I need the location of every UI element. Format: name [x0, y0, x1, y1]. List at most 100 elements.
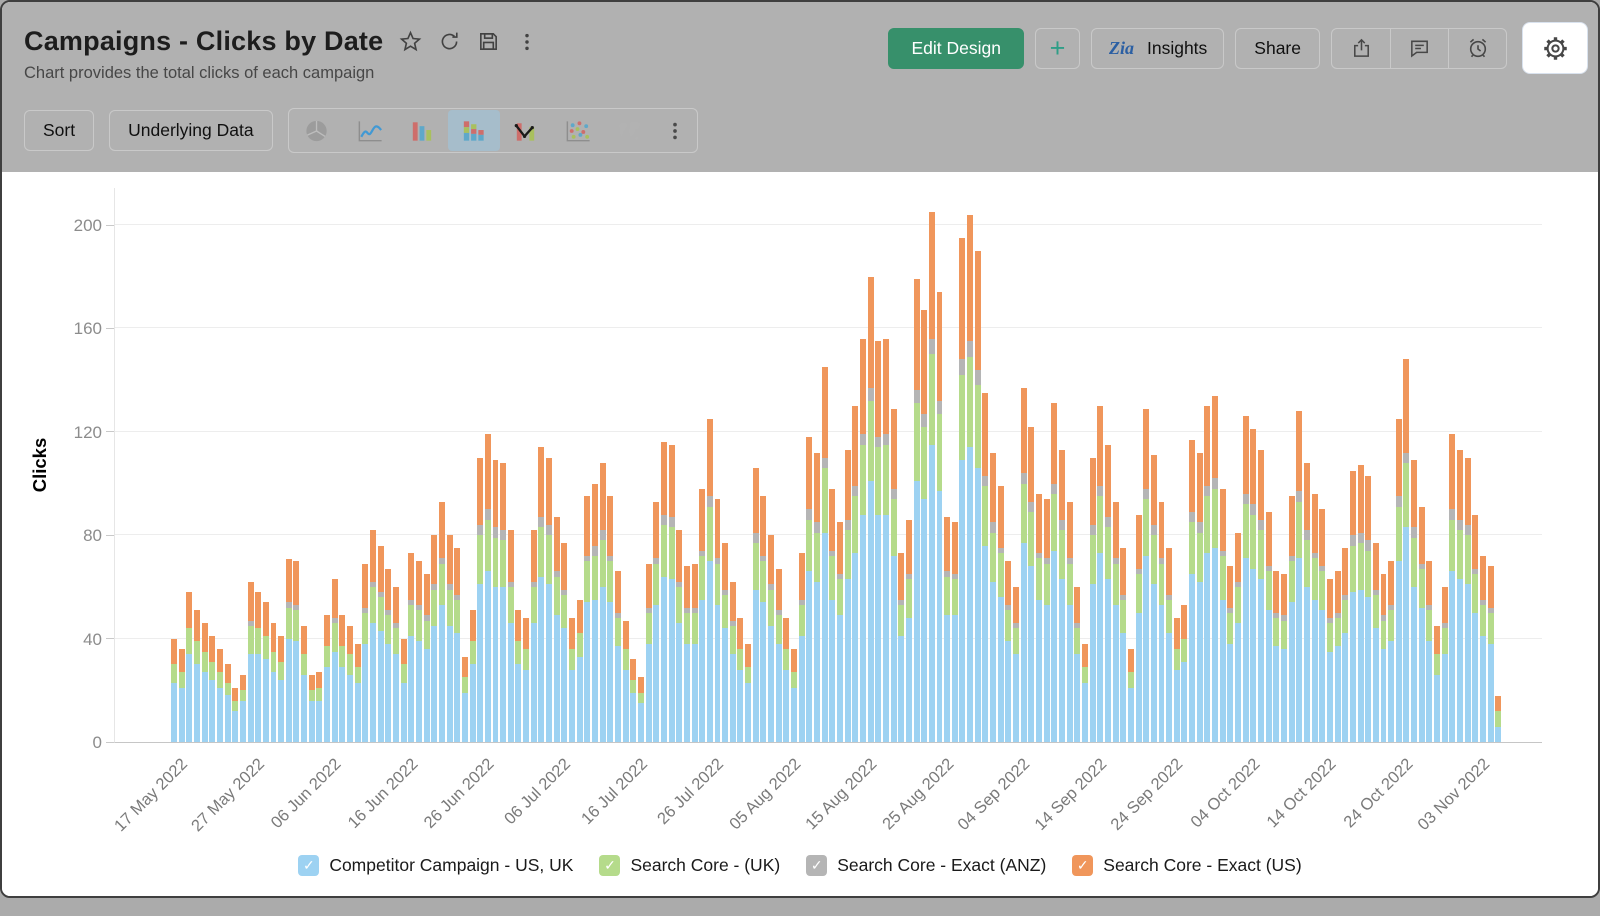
bar-segment[interactable]: [431, 590, 437, 626]
bar-segment[interactable]: [1350, 546, 1356, 593]
bar[interactable]: [324, 615, 330, 742]
bar-segment[interactable]: [309, 701, 315, 742]
bar[interactable]: [1151, 455, 1157, 742]
bar-segment[interactable]: [316, 672, 322, 688]
bar-segment[interactable]: [561, 543, 567, 590]
bar-segment[interactable]: [998, 597, 1004, 742]
bar-segment[interactable]: [745, 644, 751, 667]
bar[interactable]: [1181, 605, 1187, 742]
bar[interactable]: [194, 610, 200, 742]
bar-segment[interactable]: [538, 517, 544, 527]
bar[interactable]: [845, 450, 851, 742]
bar-segment[interactable]: [959, 359, 965, 375]
bar[interactable]: [301, 626, 307, 742]
bar-segment[interactable]: [661, 525, 667, 577]
bar-segment[interactable]: [990, 533, 996, 582]
bar-segment[interactable]: [921, 427, 927, 499]
bar-segment[interactable]: [891, 409, 897, 489]
bar-segment[interactable]: [255, 628, 261, 654]
bar-segment[interactable]: [569, 670, 575, 742]
bar-segment[interactable]: [868, 401, 874, 481]
bar-segment[interactable]: [500, 463, 506, 530]
bar-segment[interactable]: [860, 434, 866, 444]
bar-segment[interactable]: [1212, 548, 1218, 742]
bar-segment[interactable]: [829, 600, 835, 742]
bar-segment[interactable]: [546, 535, 552, 584]
bar[interactable]: [776, 569, 782, 742]
bar-segment[interactable]: [1411, 538, 1417, 587]
bar-segment[interactable]: [891, 499, 897, 556]
bar-segment[interactable]: [1082, 683, 1088, 742]
bar-segment[interactable]: [998, 553, 1004, 597]
bar[interactable]: [385, 569, 391, 742]
bar-segment[interactable]: [653, 605, 659, 742]
bar-segment[interactable]: [1273, 646, 1279, 742]
legend-checkbox[interactable]: ✓: [1072, 855, 1093, 876]
bar-segment[interactable]: [1090, 535, 1096, 584]
bar-segment[interactable]: [868, 481, 874, 742]
bar[interactable]: [806, 437, 812, 742]
bar-segment[interactable]: [225, 664, 231, 682]
bar-segment[interactable]: [1396, 419, 1402, 497]
bar[interactable]: [1342, 548, 1348, 742]
bar[interactable]: [1189, 440, 1195, 742]
bar-segment[interactable]: [799, 553, 805, 600]
bar-segment[interactable]: [822, 533, 828, 742]
bar[interactable]: [1044, 499, 1050, 742]
bar-segment[interactable]: [355, 644, 361, 667]
bar-segment[interactable]: [1105, 527, 1111, 579]
bar-segment[interactable]: [837, 522, 843, 574]
bar[interactable]: [523, 618, 529, 742]
bar[interactable]: [1319, 509, 1325, 742]
bar[interactable]: [1273, 571, 1279, 742]
bar-segment[interactable]: [1243, 416, 1249, 494]
bar-segment[interactable]: [493, 527, 499, 537]
bar[interactable]: [401, 639, 407, 742]
bar-segment[interactable]: [439, 605, 445, 742]
bar-segment[interactable]: [1028, 512, 1034, 566]
bar[interactable]: [592, 484, 598, 742]
bar-segment[interactable]: [447, 626, 453, 742]
bar-segment[interactable]: [1174, 670, 1180, 742]
bar-segment[interactable]: [324, 646, 330, 667]
bar-segment[interactable]: [607, 496, 613, 555]
bar-segment[interactable]: [730, 626, 736, 654]
bar-segment[interactable]: [1342, 548, 1348, 595]
bar-segment[interactable]: [531, 530, 537, 582]
bar-segment[interactable]: [1350, 471, 1356, 536]
bar-segment[interactable]: [1212, 478, 1218, 488]
bar-segment[interactable]: [286, 639, 292, 742]
bar[interactable]: [248, 582, 254, 742]
bar-segment[interactable]: [1074, 587, 1080, 623]
bar-segment[interactable]: [860, 339, 866, 435]
bar-segment[interactable]: [485, 434, 491, 509]
bar-segment[interactable]: [1312, 494, 1318, 553]
bar-segment[interactable]: [1273, 618, 1279, 646]
bar-segment[interactable]: [1266, 610, 1272, 742]
bar-segment[interactable]: [523, 618, 529, 649]
bar[interactable]: [186, 592, 192, 742]
bar-segment[interactable]: [814, 453, 820, 523]
chart-type-line[interactable]: [344, 110, 396, 151]
bar-segment[interactable]: [1074, 654, 1080, 742]
bar-segment[interactable]: [1449, 520, 1455, 572]
bar-segment[interactable]: [760, 561, 766, 602]
bar[interactable]: [293, 561, 299, 742]
bar-segment[interactable]: [332, 579, 338, 618]
bar-segment[interactable]: [1227, 644, 1233, 742]
alerts-button[interactable]: [1448, 29, 1506, 68]
bar-segment[interactable]: [370, 587, 376, 623]
bar-segment[interactable]: [401, 664, 407, 682]
bar-segment[interactable]: [1212, 489, 1218, 548]
bar-segment[interactable]: [324, 667, 330, 742]
bar-segment[interactable]: [217, 688, 223, 742]
bar-segment[interactable]: [1189, 574, 1195, 742]
bar-segment[interactable]: [1181, 605, 1187, 639]
bar-segment[interactable]: [493, 538, 499, 587]
bar[interactable]: [1204, 406, 1210, 742]
bar-segment[interactable]: [845, 530, 851, 579]
bar-segment[interactable]: [1296, 558, 1302, 742]
bar-segment[interactable]: [1335, 618, 1341, 646]
bar-segment[interactable]: [1128, 688, 1134, 742]
bar-segment[interactable]: [362, 564, 368, 608]
